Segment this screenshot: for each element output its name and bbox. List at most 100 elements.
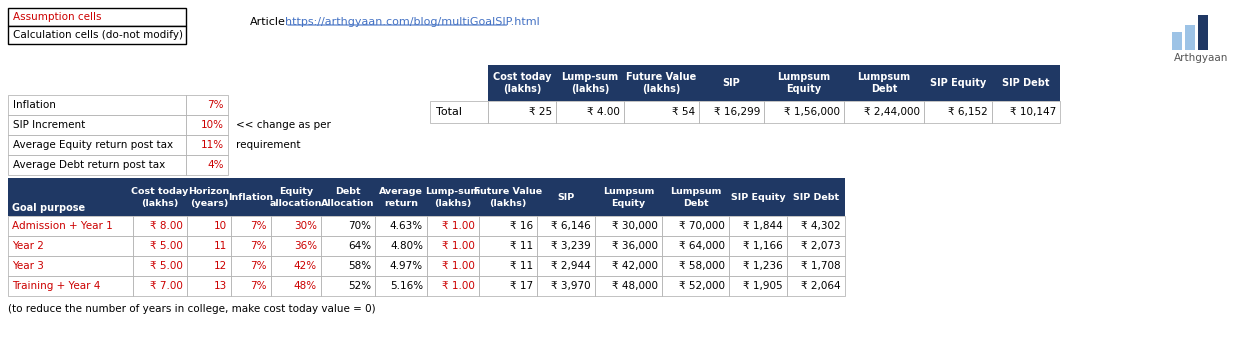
- Text: ₹ 11: ₹ 11: [510, 261, 532, 271]
- Text: Lumpsum: Lumpsum: [603, 187, 654, 196]
- Bar: [925, 65, 992, 101]
- Bar: [661, 276, 728, 296]
- Bar: [375, 256, 427, 276]
- Bar: [271, 276, 321, 296]
- Text: ₹ 30,000: ₹ 30,000: [612, 221, 658, 231]
- Bar: [594, 216, 661, 236]
- Text: (lakhs): (lakhs): [434, 199, 472, 208]
- Text: Assumption cells: Assumption cells: [12, 12, 102, 22]
- Text: allocation: allocation: [269, 199, 323, 208]
- Bar: [7, 155, 186, 175]
- Bar: [133, 256, 187, 276]
- Bar: [7, 216, 133, 236]
- Text: SIP Equity: SIP Equity: [930, 78, 987, 88]
- Bar: [7, 178, 845, 216]
- Text: ₹ 4.00: ₹ 4.00: [587, 107, 620, 117]
- Bar: [271, 236, 321, 256]
- Bar: [186, 135, 228, 155]
- Text: Year 3: Year 3: [12, 261, 43, 271]
- Text: Training + Year 4: Training + Year 4: [12, 281, 101, 291]
- Text: ₹ 6,146: ₹ 6,146: [551, 221, 591, 231]
- Text: SIP Increment: SIP Increment: [12, 120, 86, 130]
- Text: (lakhs): (lakhs): [571, 84, 609, 94]
- Text: Year 2: Year 2: [12, 241, 43, 251]
- Bar: [479, 236, 537, 256]
- Text: 4.80%: 4.80%: [390, 241, 423, 251]
- Text: ₹ 54: ₹ 54: [671, 107, 695, 117]
- Text: 7%: 7%: [251, 281, 267, 291]
- Text: ₹ 36,000: ₹ 36,000: [612, 241, 658, 251]
- Bar: [764, 65, 844, 101]
- Bar: [7, 256, 133, 276]
- Text: SIP Debt: SIP Debt: [793, 193, 839, 202]
- Text: Equity: Equity: [787, 84, 822, 94]
- Bar: [787, 256, 845, 276]
- Text: ₹ 16: ₹ 16: [510, 221, 532, 231]
- Text: SIP: SIP: [557, 193, 575, 202]
- Text: ₹ 3,970: ₹ 3,970: [551, 281, 591, 291]
- Bar: [925, 101, 992, 123]
- Text: 7%: 7%: [251, 261, 267, 271]
- Bar: [133, 236, 187, 256]
- Text: ₹ 2,944: ₹ 2,944: [551, 261, 591, 271]
- Text: 64%: 64%: [347, 241, 371, 251]
- Bar: [661, 216, 728, 236]
- Text: Lump-sum: Lump-sum: [561, 72, 618, 82]
- Bar: [787, 276, 845, 296]
- Text: Admission + Year 1: Admission + Year 1: [12, 221, 113, 231]
- Text: 7%: 7%: [251, 221, 267, 231]
- Text: Horizon: Horizon: [189, 187, 230, 196]
- Bar: [624, 101, 699, 123]
- Bar: [537, 236, 594, 256]
- Bar: [728, 236, 787, 256]
- Text: 7%: 7%: [207, 100, 223, 110]
- Text: ₹ 10,147: ₹ 10,147: [1010, 107, 1056, 117]
- Bar: [321, 256, 375, 276]
- Bar: [187, 276, 231, 296]
- Text: ₹ 5.00: ₹ 5.00: [150, 241, 182, 251]
- Bar: [427, 256, 479, 276]
- Text: 10: 10: [213, 221, 227, 231]
- Bar: [594, 236, 661, 256]
- Text: ₹ 16,299: ₹ 16,299: [714, 107, 759, 117]
- Text: 13: 13: [213, 281, 227, 291]
- Bar: [537, 216, 594, 236]
- Bar: [844, 65, 925, 101]
- Text: Cost today: Cost today: [493, 72, 551, 82]
- Text: Lumpsum: Lumpsum: [777, 72, 830, 82]
- Text: (lakhs): (lakhs): [643, 84, 680, 94]
- Bar: [556, 101, 624, 123]
- Text: ₹ 1.00: ₹ 1.00: [442, 241, 475, 251]
- Text: Inflation: Inflation: [12, 100, 56, 110]
- Bar: [537, 276, 594, 296]
- Text: 4.63%: 4.63%: [390, 221, 423, 231]
- Text: Lumpsum: Lumpsum: [858, 72, 911, 82]
- Text: ₹ 7.00: ₹ 7.00: [150, 281, 182, 291]
- Bar: [7, 115, 186, 135]
- Bar: [594, 276, 661, 296]
- Text: ₹ 42,000: ₹ 42,000: [612, 261, 658, 271]
- Bar: [787, 236, 845, 256]
- Text: SIP Equity: SIP Equity: [731, 193, 786, 202]
- Text: ₹ 2,44,000: ₹ 2,44,000: [864, 107, 920, 117]
- Text: ₹ 3,239: ₹ 3,239: [551, 241, 591, 251]
- Text: requirement: requirement: [236, 140, 300, 150]
- Bar: [488, 65, 556, 101]
- Bar: [271, 256, 321, 276]
- Bar: [7, 276, 133, 296]
- Bar: [661, 236, 728, 256]
- Bar: [186, 155, 228, 175]
- Text: Equity: Equity: [612, 199, 645, 208]
- Bar: [624, 65, 699, 101]
- Bar: [787, 216, 845, 236]
- Text: ₹ 1.00: ₹ 1.00: [442, 221, 475, 231]
- Text: ₹ 1,56,000: ₹ 1,56,000: [784, 107, 840, 117]
- Text: 30%: 30%: [294, 221, 316, 231]
- Bar: [7, 236, 133, 256]
- Text: ₹ 5.00: ₹ 5.00: [150, 261, 182, 271]
- Bar: [479, 216, 537, 236]
- Text: Debt: Debt: [335, 187, 361, 196]
- Bar: [728, 216, 787, 236]
- Text: ₹ 1.00: ₹ 1.00: [442, 261, 475, 271]
- Bar: [375, 236, 427, 256]
